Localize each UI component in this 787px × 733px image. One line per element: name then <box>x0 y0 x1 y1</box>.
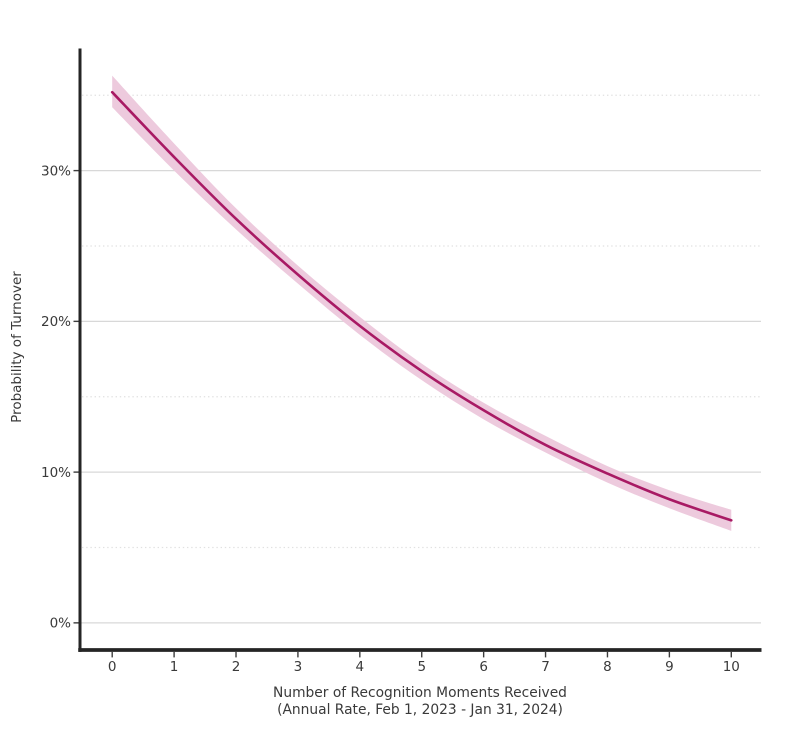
x-tick-label: 2 <box>232 659 241 675</box>
regression-line-layer <box>110 90 733 522</box>
y-tick-label: 10% <box>41 465 71 481</box>
x-tick-label: 6 <box>479 659 488 675</box>
tick-marks-layer <box>73 169 732 658</box>
x-tick-label: 4 <box>356 659 365 675</box>
x-axis-label-line1: Number of Recognition Moments Received <box>273 685 567 701</box>
x-tick-label: 7 <box>541 659 550 675</box>
confidence-band <box>112 75 732 531</box>
y-tick-label: 30% <box>41 163 71 179</box>
confidence-band-layer <box>112 75 732 531</box>
x-tick-label: 1 <box>170 659 179 675</box>
x-tick-label: 8 <box>603 659 612 675</box>
x-axis-label-line2: (Annual Rate, Feb 1, 2023 - Jan 31, 2024… <box>277 702 563 718</box>
x-tick-label: 3 <box>294 659 303 675</box>
x-tick-label: 10 <box>723 659 740 675</box>
x-tick-label: 9 <box>665 659 674 675</box>
y-tick-label: 0% <box>50 616 72 632</box>
axis-spines-layer <box>78 48 762 652</box>
x-tick-label: 5 <box>417 659 426 675</box>
y-tick-label: 20% <box>41 314 71 330</box>
regression-line <box>110 90 733 522</box>
y-axis-label: Probability of Turnover <box>9 271 25 423</box>
x-tick-label: 0 <box>108 659 117 675</box>
tick-labels-layer: 0% 10% 20% 30% 0 1 2 3 4 5 6 7 8 9 10 <box>41 163 740 675</box>
